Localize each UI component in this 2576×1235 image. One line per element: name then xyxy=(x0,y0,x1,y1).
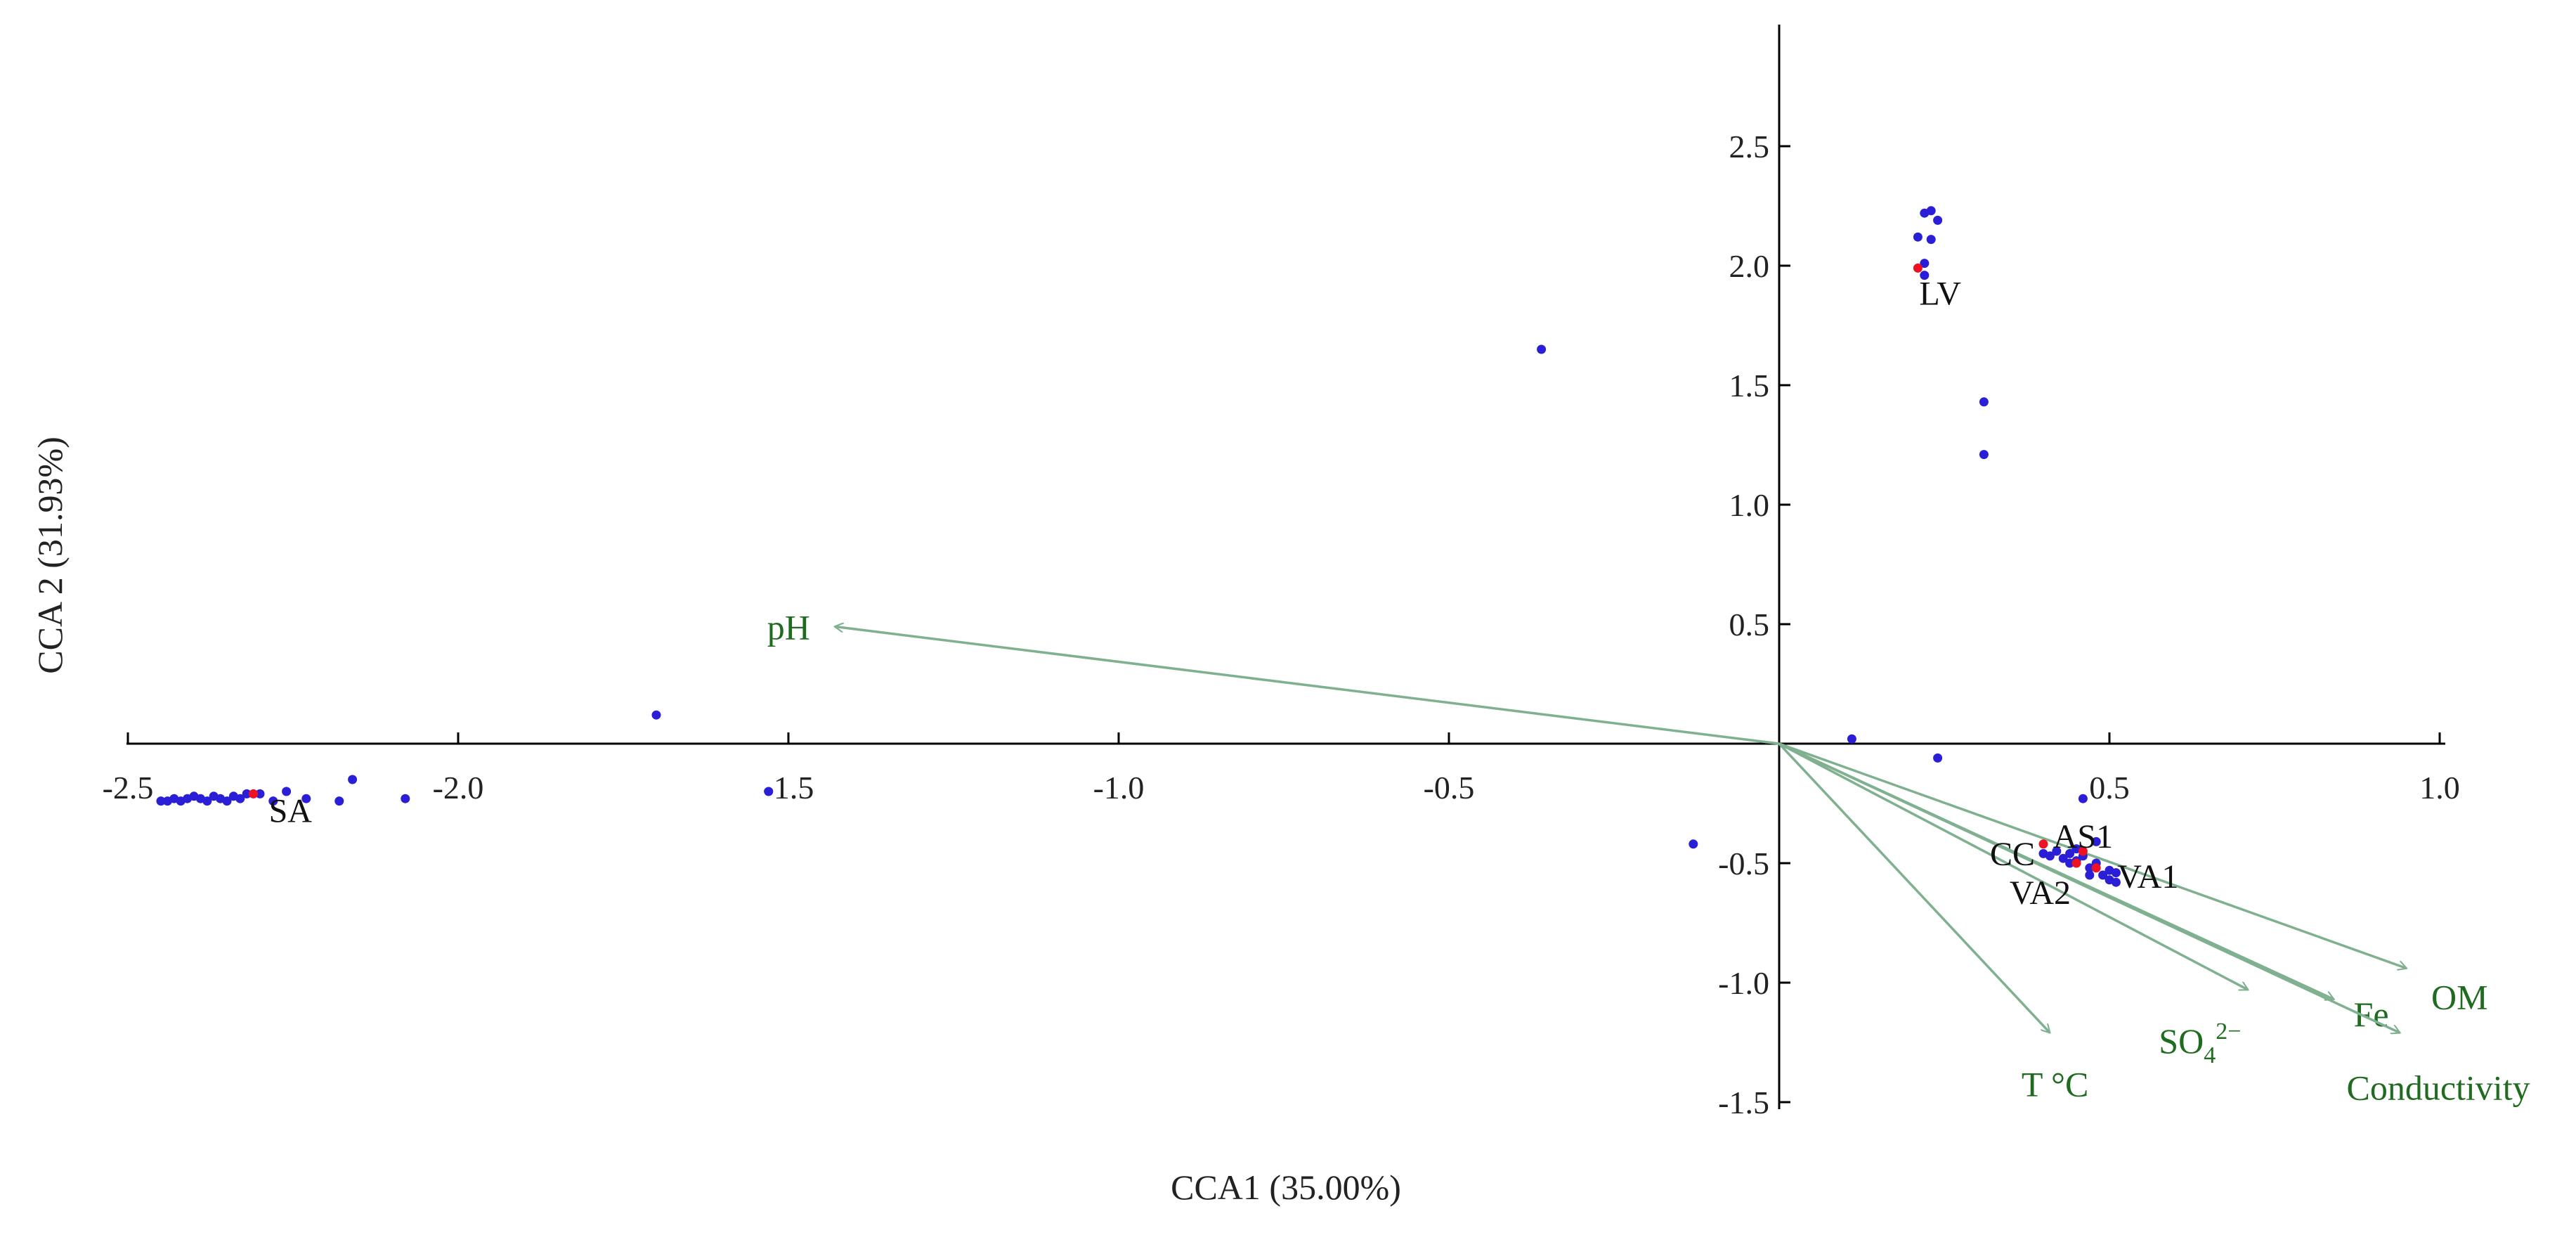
sample-point xyxy=(2085,863,2095,873)
sample-point xyxy=(2045,851,2055,861)
x-axis-title: CCA1 (35.00%) xyxy=(1171,1168,1401,1207)
sample-point xyxy=(1537,344,1547,354)
y-tick-label: -1.5 xyxy=(1718,1085,1769,1120)
y-tick-label: 2.0 xyxy=(1729,248,1770,284)
y-axis-title: CCA 2 (31.93%) xyxy=(30,437,70,674)
x-tick-label: -1.0 xyxy=(1093,770,1145,806)
sample-point xyxy=(268,796,278,806)
vector-label-ph: pH xyxy=(767,607,810,647)
site-point-lv xyxy=(1913,263,1923,273)
site-label-va2: VA2 xyxy=(2010,874,2071,912)
vector-label-so4-2: SO42− xyxy=(2159,1019,2241,1068)
y-tick-label: 1.5 xyxy=(1729,368,1770,403)
sample-point xyxy=(401,794,410,803)
vector-om xyxy=(1778,742,2407,969)
sample-point xyxy=(2091,836,2101,846)
sample-point xyxy=(1920,271,1930,280)
y-tick-label: 0.5 xyxy=(1729,607,1770,642)
sample-point xyxy=(334,796,344,806)
sample-point xyxy=(1689,839,1698,849)
vector-ph xyxy=(835,626,1780,745)
sample-point xyxy=(282,787,292,796)
x-tick-label: -2.0 xyxy=(433,770,484,806)
x-tick-label: 1.0 xyxy=(2419,770,2460,806)
sample-point xyxy=(242,789,252,798)
sample-point xyxy=(1979,397,1989,407)
site-label-lv: LV xyxy=(1919,275,1961,312)
site-label-cc: CC xyxy=(1990,836,2035,873)
vector-label-conductivity: Conductivity xyxy=(2346,1068,2530,1107)
sample-point xyxy=(1933,753,1943,763)
site-point-va1 xyxy=(2091,863,2101,873)
x-tick-label: -0.5 xyxy=(1424,770,1475,806)
x-tick-label: 0.5 xyxy=(2089,770,2130,806)
sample-point xyxy=(1926,206,1936,216)
vector-t-c xyxy=(1778,742,2050,1033)
sample-point xyxy=(2052,846,2062,856)
sample-point xyxy=(1926,235,1936,245)
sample-point xyxy=(2111,877,2121,887)
x-tick-label: -2.5 xyxy=(103,770,154,806)
y-tick-label: -1.0 xyxy=(1718,965,1769,1001)
vector-label-om: OM xyxy=(2431,978,2488,1017)
y-tick-label: 1.0 xyxy=(1729,487,1770,523)
axis-ticks: -2.5 -2.0 -1.5 -1.0 -0.5 0.5 1.0 -1.5 -1.0 -0.5 0.… xyxy=(103,129,2460,1120)
sample-point xyxy=(1847,734,1856,744)
sample-point xyxy=(2085,870,2095,880)
x-tick-label: -1.5 xyxy=(763,770,814,806)
sample-point xyxy=(2111,868,2121,878)
sample-point xyxy=(301,794,311,803)
sample-point xyxy=(235,794,245,803)
sample-point xyxy=(255,789,265,798)
site-point-as1 xyxy=(2078,846,2088,856)
sample-point xyxy=(2078,794,2088,803)
sample-point xyxy=(764,787,774,796)
site-label-sa: SA xyxy=(269,792,313,829)
sample-point xyxy=(651,710,661,720)
sample-point xyxy=(2098,870,2108,880)
sample-point xyxy=(1913,232,1923,242)
vector-label-t-c: T °C xyxy=(2022,1064,2088,1104)
sample-point xyxy=(202,796,212,806)
sample-point xyxy=(2065,848,2075,858)
site-label-as1: AS1 xyxy=(2053,818,2113,855)
sample-point xyxy=(1933,215,1943,225)
sample-point xyxy=(156,796,166,806)
sample-point xyxy=(2058,853,2068,863)
sample-point xyxy=(2065,858,2075,868)
site-point-cc xyxy=(2038,839,2048,849)
y-tick-label: -0.5 xyxy=(1718,846,1769,881)
sample-point xyxy=(1920,259,1930,269)
y-tick-label: 2.5 xyxy=(1729,129,1770,164)
vector-so4-2 xyxy=(1778,742,2248,991)
site-point-va2 xyxy=(2071,858,2081,868)
vector-conductivity xyxy=(1778,742,2400,1033)
sample-point xyxy=(222,796,232,806)
site-label-va1: VA1 xyxy=(2117,858,2178,895)
site-point-sa xyxy=(249,789,259,798)
sample-point xyxy=(1979,450,1989,460)
sample-point xyxy=(348,775,358,784)
